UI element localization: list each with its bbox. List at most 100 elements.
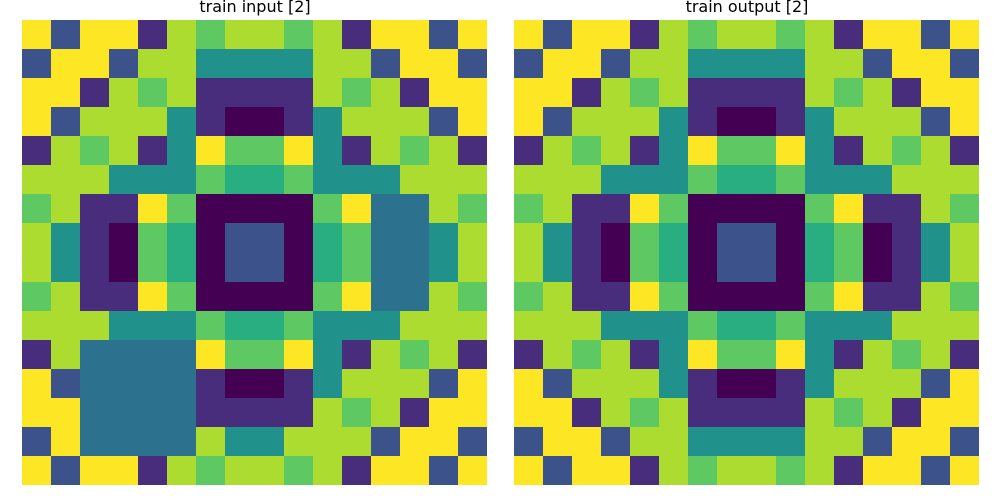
grid-cell bbox=[717, 310, 747, 340]
grid-cell bbox=[630, 49, 660, 79]
grid-cell bbox=[370, 455, 400, 485]
grid-cell bbox=[804, 368, 834, 398]
grid-cell bbox=[659, 281, 689, 311]
grid-cell bbox=[862, 20, 892, 50]
grid-cell bbox=[804, 339, 834, 369]
grid-cell bbox=[167, 252, 197, 282]
grid-cell bbox=[949, 368, 979, 398]
grid-cell bbox=[746, 20, 776, 50]
grid-cell bbox=[572, 223, 602, 253]
grid-cell bbox=[138, 310, 168, 340]
grid-cell bbox=[949, 136, 979, 166]
grid-cell bbox=[543, 165, 573, 195]
grid-cell bbox=[746, 223, 776, 253]
grid-cell bbox=[572, 339, 602, 369]
grid-cell bbox=[428, 339, 458, 369]
grid-cell bbox=[514, 223, 544, 253]
grid-cell bbox=[51, 107, 81, 137]
grid-cell bbox=[283, 136, 313, 166]
grid-cell bbox=[428, 426, 458, 456]
grid-cell bbox=[51, 20, 81, 50]
grid-cell bbox=[341, 20, 371, 50]
grid-cell bbox=[630, 107, 660, 137]
grid-cell bbox=[254, 397, 284, 427]
grid-cell bbox=[862, 252, 892, 282]
grid-cell bbox=[22, 368, 52, 398]
grid-cell bbox=[630, 136, 660, 166]
grid-cell bbox=[891, 310, 921, 340]
grid-cell bbox=[601, 397, 631, 427]
grid-cell bbox=[167, 136, 197, 166]
grid-cell bbox=[688, 223, 718, 253]
grid-cell bbox=[254, 368, 284, 398]
grid-cell bbox=[22, 136, 52, 166]
grid-cell bbox=[167, 49, 197, 79]
grid-cell bbox=[572, 194, 602, 224]
grid-cell bbox=[630, 426, 660, 456]
grid-cell bbox=[399, 426, 429, 456]
grid-cell bbox=[630, 165, 660, 195]
panel-title: train input [2] bbox=[199, 0, 311, 16]
grid-cell bbox=[138, 194, 168, 224]
grid-cell bbox=[630, 310, 660, 340]
grid-cell bbox=[225, 281, 255, 311]
grid-cell bbox=[109, 223, 139, 253]
grid-cell bbox=[804, 136, 834, 166]
grid-cell bbox=[22, 223, 52, 253]
grid-cell bbox=[717, 107, 747, 137]
grid-cell bbox=[717, 281, 747, 311]
grid-cell bbox=[225, 223, 255, 253]
grid-cell bbox=[862, 339, 892, 369]
grid-cell bbox=[283, 78, 313, 108]
grid-cell bbox=[457, 194, 487, 224]
grid-cell bbox=[399, 281, 429, 311]
grid-cell bbox=[225, 136, 255, 166]
grid-cell bbox=[862, 223, 892, 253]
grid-cell bbox=[543, 223, 573, 253]
grid-cell bbox=[659, 368, 689, 398]
grid-cell bbox=[312, 165, 342, 195]
grid-cell bbox=[51, 339, 81, 369]
grid-cell bbox=[225, 310, 255, 340]
grid-cell bbox=[80, 78, 110, 108]
grid-cell bbox=[775, 223, 805, 253]
grid-cell bbox=[891, 136, 921, 166]
grid-cell bbox=[138, 136, 168, 166]
grid-cell bbox=[949, 107, 979, 137]
grid-cell bbox=[717, 20, 747, 50]
grid-cell bbox=[341, 107, 371, 137]
grid-cell bbox=[254, 20, 284, 50]
grid-cell bbox=[428, 310, 458, 340]
grid-cell bbox=[949, 20, 979, 50]
grid-cell bbox=[601, 426, 631, 456]
grid-cell bbox=[601, 78, 631, 108]
grid-cell bbox=[283, 107, 313, 137]
grid-cell bbox=[457, 281, 487, 311]
grid-cell bbox=[572, 107, 602, 137]
grid-cell bbox=[688, 426, 718, 456]
grid-cell bbox=[949, 78, 979, 108]
grid-cell bbox=[891, 223, 921, 253]
grid-cell bbox=[804, 455, 834, 485]
grid-cell bbox=[341, 426, 371, 456]
grid-cell bbox=[891, 397, 921, 427]
grid-cell bbox=[399, 49, 429, 79]
grid-cell bbox=[804, 252, 834, 282]
grid-cell bbox=[399, 194, 429, 224]
grid-cell bbox=[746, 78, 776, 108]
grid-cell bbox=[920, 107, 950, 137]
grid-cell bbox=[22, 455, 52, 485]
grid-cell bbox=[51, 165, 81, 195]
grid-cell bbox=[572, 455, 602, 485]
grid-cell bbox=[862, 426, 892, 456]
grid-cell bbox=[399, 165, 429, 195]
grid-cell bbox=[746, 455, 776, 485]
grid-cell bbox=[196, 107, 226, 137]
grid-cell bbox=[312, 426, 342, 456]
grid-cell bbox=[891, 339, 921, 369]
grid-cell bbox=[775, 49, 805, 79]
grid-cell bbox=[167, 223, 197, 253]
grid-cell bbox=[312, 252, 342, 282]
grid-cell bbox=[833, 165, 863, 195]
grid-cell bbox=[572, 397, 602, 427]
